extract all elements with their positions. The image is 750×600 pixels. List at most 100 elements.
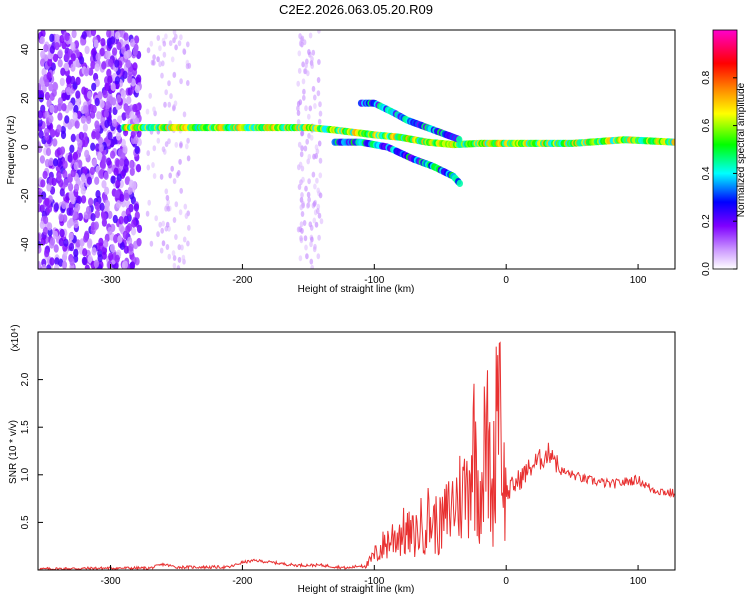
bottom-y-tick-label: 1.5 — [20, 420, 31, 434]
noise-region-mark — [116, 94, 122, 103]
noise-region-mark — [110, 175, 116, 184]
sparse-noise-mark — [168, 40, 173, 47]
colorbar: 0.0 0.2 0.4 0.6 0.8 Normalized spectral ampl… — [701, 29, 747, 276]
noise-region-mark — [57, 59, 63, 68]
noise-region-mark — [102, 90, 108, 99]
noise-region-mark — [74, 120, 80, 129]
noise-region-mark — [39, 36, 45, 45]
noise-region-mark — [49, 33, 55, 43]
noise-region-mark — [47, 58, 53, 67]
sparse-noise-mark — [307, 196, 311, 203]
noise-region-mark — [93, 259, 99, 268]
noise-region-mark — [97, 254, 103, 263]
noise-region-mark — [68, 232, 74, 241]
noise-region-mark — [53, 203, 59, 212]
noise-region-mark — [93, 39, 99, 48]
noise-region-mark — [123, 32, 129, 41]
bottom-x-tick-label: -100 — [364, 576, 384, 587]
noise-region-mark — [128, 179, 134, 188]
snr-series-line — [38, 341, 675, 570]
colorbar-tick-label: 0.4 — [701, 166, 712, 180]
noise-region-mark — [101, 155, 107, 164]
noise-region-mark — [75, 203, 81, 212]
noise-region-mark — [41, 264, 47, 269]
sparse-noise-mark — [164, 188, 169, 195]
sparse-noise-mark — [310, 264, 314, 269]
sparse-noise-mark — [151, 162, 155, 168]
noise-region-mark — [56, 124, 62, 133]
noise-region-mark — [52, 53, 59, 63]
noise-region-mark — [105, 100, 111, 110]
noise-region-mark — [46, 204, 53, 213]
noise-region-mark — [136, 224, 143, 234]
noise-region-mark — [83, 104, 89, 114]
noise-region-mark — [91, 158, 98, 167]
noise-region-mark — [59, 34, 65, 44]
upper-branch-mark — [456, 135, 463, 144]
bottom-y-tick-label: 0.5 — [20, 515, 31, 529]
sparse-noise-mark — [296, 226, 301, 233]
noise-region-mark — [114, 31, 121, 40]
bottom-y-ticks: 0.5 1.0 1.5 2.0 — [20, 372, 43, 529]
noise-region-mark — [119, 158, 125, 167]
noise-region-mark — [67, 173, 73, 182]
sparse-noise-mark — [146, 47, 151, 54]
noise-region-mark — [118, 216, 124, 225]
noise-region-mark — [124, 176, 130, 186]
sparse-noise-mark — [161, 220, 165, 227]
noise-region-mark — [44, 132, 50, 141]
noise-region-mark — [49, 257, 55, 266]
sparse-noise-mark — [179, 34, 183, 41]
noise-region-mark — [66, 207, 72, 216]
noise-region-mark — [65, 76, 71, 85]
noise-region-mark — [130, 227, 137, 236]
sparse-noise-mark — [181, 254, 186, 261]
sparse-noise-mark — [167, 138, 171, 145]
noise-region-mark — [71, 30, 77, 39]
sparse-noise-mark — [180, 244, 184, 251]
sparse-noise-mark — [300, 145, 304, 152]
sparse-noise-mark — [318, 101, 322, 108]
noise-region-mark — [39, 204, 45, 213]
sparse-noise-mark — [177, 170, 181, 176]
noise-region-mark — [98, 136, 104, 146]
noise-region-mark — [94, 201, 100, 211]
sparse-noise-mark — [156, 231, 160, 238]
noise-region-mark — [98, 143, 104, 152]
sparse-noise-mark — [299, 235, 303, 242]
sparse-noise-mark — [174, 234, 178, 240]
sparse-noise-mark — [159, 173, 164, 180]
noise-region-mark — [104, 186, 110, 195]
noise-region-mark — [48, 83, 54, 92]
colorbar-tick-label: 0.2 — [701, 214, 712, 228]
sparse-noise-mark — [149, 240, 154, 247]
noise-region-mark — [104, 82, 110, 92]
noise-region-mark — [47, 222, 53, 231]
noise-region-mark — [110, 82, 116, 92]
noise-region-mark — [101, 180, 107, 189]
sparse-noise-mark — [297, 141, 302, 148]
noise-region-mark — [54, 257, 60, 266]
noise-region-mark — [59, 228, 65, 238]
noise-region-mark — [90, 142, 96, 151]
sparse-noise-mark — [303, 235, 308, 242]
noise-region-mark — [77, 139, 83, 148]
sparse-noise-mark — [174, 44, 178, 51]
noise-region-mark — [48, 114, 54, 124]
sparse-noise-mark — [179, 78, 183, 85]
noise-region-mark — [67, 154, 73, 163]
noise-region-mark — [110, 150, 116, 159]
noise-region-mark — [81, 31, 87, 40]
sparse-noise-mark — [312, 201, 317, 207]
noise-region-mark — [101, 218, 107, 227]
noise-region-mark — [73, 161, 79, 171]
sparse-noise-mark — [307, 113, 311, 120]
noise-region-mark — [73, 248, 79, 258]
noise-region-mark — [69, 257, 75, 266]
noise-region-mark — [128, 243, 134, 252]
sparse-noise-mark — [152, 59, 156, 66]
noise-region-mark — [122, 145, 128, 154]
noise-region-mark — [91, 104, 97, 114]
noise-region-mark — [115, 132, 122, 141]
